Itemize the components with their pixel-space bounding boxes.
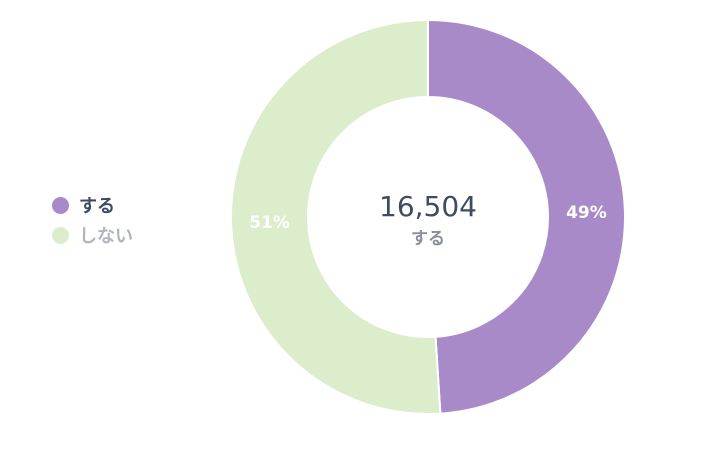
center-total-label: する (411, 229, 445, 249)
slice-labels: 49% 51% (249, 203, 607, 233)
donut-slice-1[interactable] (230, 18, 442, 415)
legend-swatch-shinai (52, 226, 69, 244)
legend-swatch-suru (52, 196, 69, 214)
center-total-value: 16,504 (379, 190, 477, 223)
legend-item-shinai[interactable]: しない (52, 220, 133, 250)
legend: する しない (52, 190, 133, 250)
legend-item-suru[interactable]: する (52, 190, 133, 220)
legend-label-suru: する (79, 196, 115, 217)
legend-label-shinai: しない (79, 226, 133, 247)
slice-label-0: 49% (566, 203, 607, 223)
slice-label-1: 51% (249, 213, 290, 233)
donut-slice-0[interactable] (427, 18, 626, 415)
donut-slices (230, 18, 626, 415)
